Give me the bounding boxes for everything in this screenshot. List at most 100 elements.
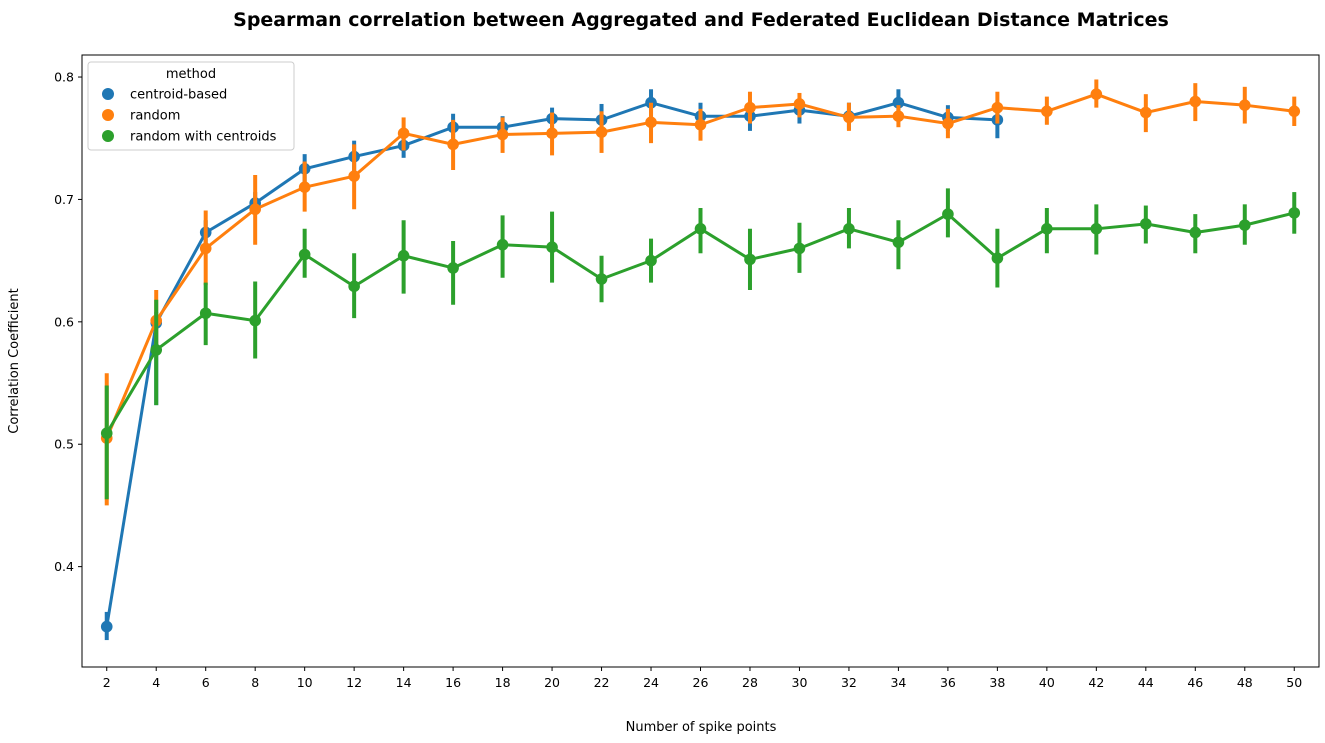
data-point: [1238, 99, 1251, 111]
y-tick-label: 0.7: [54, 192, 74, 207]
x-tick-label: 38: [989, 675, 1005, 690]
x-tick-label: 18: [495, 675, 511, 690]
legend-title: method: [166, 67, 216, 82]
data-point: [249, 203, 261, 216]
data-point: [1090, 223, 1103, 235]
x-tick-label: 4: [152, 675, 160, 690]
data-point: [694, 118, 707, 131]
data-point: [793, 242, 806, 255]
x-tick-label: 48: [1237, 675, 1253, 690]
data-point: [991, 101, 1004, 114]
x-tick-label: 46: [1187, 675, 1203, 690]
data-point: [546, 241, 558, 253]
x-tick-label: 20: [544, 675, 560, 690]
data-point: [793, 98, 806, 110]
x-tick-label: 30: [792, 675, 808, 690]
legend-marker: [102, 88, 114, 100]
series-random-with-centroids: [100, 188, 1301, 500]
data-point: [1189, 95, 1202, 108]
data-point: [892, 110, 905, 122]
data-point: [150, 344, 163, 356]
data-point: [1090, 88, 1103, 100]
x-axis-label: Number of spike points: [626, 720, 777, 735]
x-tick-label: 32: [841, 675, 857, 690]
data-point: [199, 242, 212, 255]
x-tick-label: 6: [202, 675, 210, 690]
data-point: [645, 116, 657, 129]
data-point: [1288, 105, 1301, 118]
data-point: [645, 254, 657, 267]
data-point: [892, 96, 905, 109]
data-point: [447, 262, 459, 274]
data-point: [892, 236, 905, 249]
data-point: [100, 620, 113, 633]
data-point: [199, 307, 212, 320]
data-point: [397, 249, 410, 262]
data-point: [298, 181, 311, 193]
data-point: [1288, 207, 1301, 219]
data-point: [942, 208, 954, 220]
x-tick-label: 36: [940, 675, 956, 690]
x-tick-label: 8: [251, 675, 259, 690]
data-point: [595, 273, 608, 285]
data-point: [1041, 223, 1053, 235]
y-tick-label: 0.8: [54, 70, 74, 85]
x-tick-label: 24: [643, 675, 659, 690]
data-point: [397, 127, 410, 140]
data-point: [595, 126, 608, 138]
y-tick-label: 0.4: [54, 559, 74, 574]
legend-label: random with centroids: [130, 130, 277, 145]
legend-box: [87, 61, 295, 151]
series-layer: [100, 79, 1301, 641]
data-point: [942, 117, 954, 130]
data-point: [1140, 106, 1152, 119]
data-point: [843, 223, 855, 235]
legend-label: centroid-based: [130, 88, 227, 103]
y-tick-label: 0.6: [54, 314, 74, 329]
x-tick-label: 10: [297, 675, 313, 690]
series-random: [100, 79, 1301, 506]
data-point: [348, 280, 360, 293]
data-point: [744, 101, 756, 114]
legend-marker: [102, 109, 114, 121]
x-tick-label: 12: [346, 675, 362, 690]
data-point: [496, 238, 509, 251]
data-point: [100, 427, 113, 440]
x-axis: 2 4 6 8 10 12 14 16 18 20 22 24 26 28 30 32 34 36 38 40 42 44…: [103, 667, 1302, 690]
data-point: [694, 223, 707, 235]
series-centroid-based: [100, 89, 1004, 641]
data-point: [645, 96, 657, 109]
y-axis: 0.4 0.5 0.6 0.7 0.8: [54, 70, 82, 574]
x-tick-label: 34: [890, 675, 906, 690]
x-tick-label: 22: [594, 675, 610, 690]
data-point: [744, 253, 756, 266]
data-point: [1041, 105, 1053, 118]
data-point: [1189, 226, 1202, 239]
data-point: [348, 170, 360, 182]
legend: method centroid-based random random with c…: [87, 61, 295, 151]
x-tick-label: 40: [1039, 675, 1055, 690]
x-tick-label: 14: [396, 675, 412, 690]
data-point: [843, 111, 855, 124]
data-point: [447, 138, 459, 151]
data-point: [298, 248, 311, 261]
y-axis-label: Correlation Coefficient: [7, 288, 22, 434]
data-point: [546, 127, 558, 140]
data-point: [1238, 219, 1251, 231]
y-tick-label: 0.5: [54, 437, 74, 452]
x-tick-label: 42: [1088, 675, 1104, 690]
series-line: [105, 101, 998, 627]
data-point: [991, 252, 1004, 264]
x-tick-label: 50: [1286, 675, 1302, 690]
x-tick-label: 28: [742, 675, 758, 690]
x-tick-label: 2: [103, 675, 111, 690]
data-point: [496, 128, 509, 141]
x-tick-label: 44: [1138, 675, 1154, 690]
x-tick-label: 26: [693, 675, 709, 690]
data-point: [1140, 218, 1152, 230]
chart-title: Spearman correlation between Aggregated …: [233, 9, 1169, 31]
x-tick-label: 16: [445, 675, 461, 690]
legend-marker: [102, 130, 114, 142]
legend-label: random: [130, 109, 180, 124]
